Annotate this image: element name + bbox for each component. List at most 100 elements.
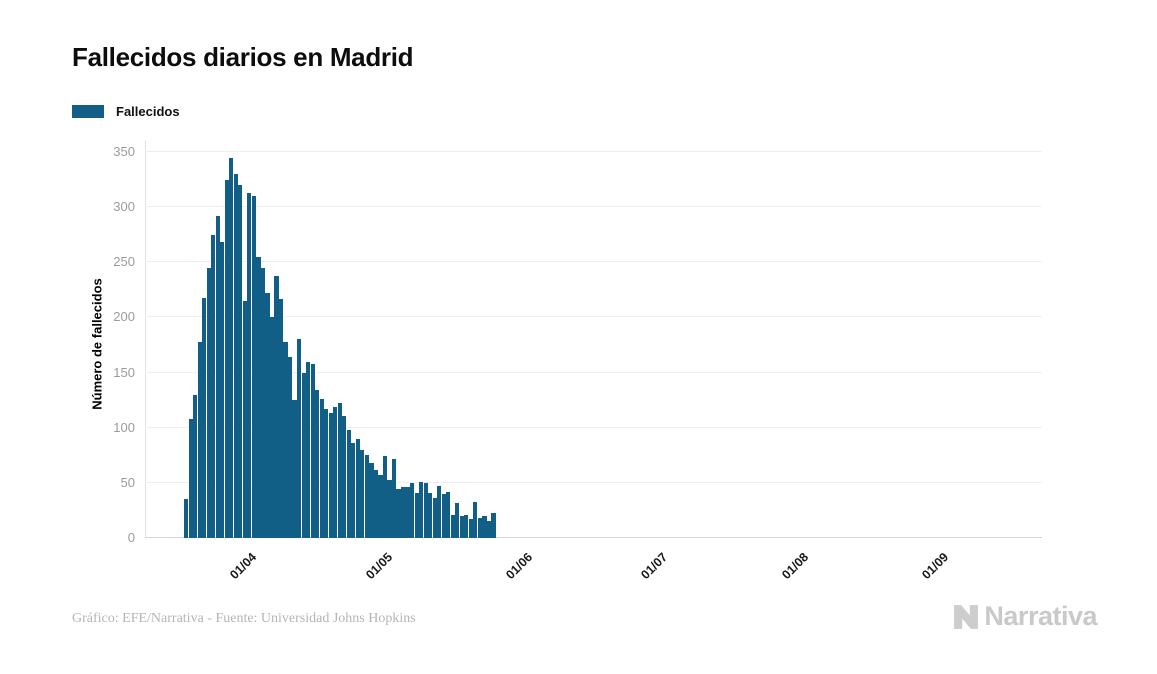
bar[interactable]	[419, 481, 424, 538]
bar[interactable]	[455, 502, 460, 538]
bar[interactable]	[229, 157, 234, 538]
bar[interactable]	[310, 363, 315, 538]
x-tick-label: 01/09	[918, 550, 951, 583]
bar[interactable]	[319, 399, 324, 538]
bar[interactable]	[274, 275, 279, 538]
bar[interactable]	[324, 408, 329, 538]
y-axis-labels: 0 50 100 150 200 250 300 350	[0, 140, 135, 545]
x-tick-label: 01/08	[778, 550, 811, 583]
y-tick-label: 0	[127, 530, 135, 545]
y-tick-label: 300	[113, 199, 135, 215]
bar[interactable]	[211, 234, 216, 538]
bar[interactable]	[405, 487, 410, 538]
bar[interactable]	[193, 394, 198, 538]
y-tick-label: 350	[113, 144, 135, 159]
bar[interactable]	[369, 463, 374, 538]
bar[interactable]	[355, 438, 360, 538]
legend-item-fallecidos[interactable]: Fallecidos	[72, 104, 180, 119]
y-tick-label: 100	[113, 419, 135, 435]
bar[interactable]	[188, 418, 193, 538]
bar[interactable]	[477, 518, 482, 538]
bar[interactable]	[283, 341, 288, 538]
x-tick-label: 01/04	[227, 550, 260, 583]
bar[interactable]	[337, 403, 342, 538]
bar[interactable]	[414, 492, 419, 538]
bar[interactable]	[202, 297, 207, 538]
bar[interactable]	[242, 300, 247, 538]
narrativa-logo: Narrativa	[953, 601, 1097, 632]
bar[interactable]	[400, 487, 406, 538]
bar[interactable]	[247, 192, 252, 538]
bar[interactable]	[265, 293, 270, 538]
bar[interactable]	[486, 521, 492, 538]
bar[interactable]	[278, 298, 284, 538]
bar[interactable]	[251, 196, 256, 538]
x-tick-label: 01/07	[638, 550, 671, 583]
bar[interactable]	[351, 443, 356, 538]
credit-text: Gráfico: EFE/Narrativa - Fuente: Univers…	[72, 611, 416, 626]
gridline	[145, 426, 1042, 428]
bar[interactable]	[373, 469, 379, 538]
bar[interactable]	[423, 482, 428, 538]
x-axis-labels: 01/04 01/05 01/06 01/07 01/08 01/09	[145, 550, 1042, 610]
bar[interactable]	[491, 512, 496, 538]
narrativa-logo-icon	[954, 604, 979, 629]
bar[interactable]	[301, 372, 306, 538]
bar[interactable]	[446, 491, 451, 538]
bar[interactable]	[450, 514, 455, 538]
bar[interactable]	[378, 475, 383, 538]
bar[interactable]	[306, 361, 311, 538]
bar[interactable]	[459, 515, 464, 538]
bar[interactable]	[233, 174, 238, 538]
bar[interactable]	[364, 455, 369, 538]
bar[interactable]	[387, 479, 392, 538]
legend-swatch	[72, 105, 104, 118]
bar[interactable]	[410, 482, 415, 538]
bar[interactable]	[269, 317, 275, 538]
bar[interactable]	[473, 501, 478, 538]
legend-label: Fallecidos	[116, 104, 180, 119]
chart-title: Fallecidos diarios en Madrid	[72, 42, 414, 72]
gridline	[145, 261, 1042, 263]
bar[interactable]	[382, 456, 388, 538]
bar[interactable]	[396, 489, 401, 538]
plot-area	[145, 140, 1042, 538]
bar[interactable]	[315, 390, 320, 538]
bar[interactable]	[432, 498, 437, 538]
x-tick-label: 01/05	[362, 550, 395, 583]
bar[interactable]	[428, 492, 433, 538]
bar[interactable]	[342, 415, 347, 538]
x-tick-label: 01/06	[502, 550, 536, 583]
gridline	[145, 151, 1042, 152]
bar[interactable]	[464, 514, 469, 538]
gridline	[145, 371, 1042, 373]
bar[interactable]	[333, 406, 338, 538]
bar[interactable]	[482, 515, 487, 538]
bar[interactable]	[391, 458, 397, 538]
bar[interactable]	[328, 413, 333, 538]
bar[interactable]	[197, 341, 202, 538]
bar[interactable]	[468, 519, 473, 538]
bar[interactable]	[184, 499, 189, 538]
bar[interactable]	[256, 256, 261, 538]
y-tick-label: 250	[113, 254, 135, 270]
narrativa-logo-text: Narrativa	[984, 601, 1097, 631]
bar[interactable]	[220, 242, 225, 538]
bar[interactable]	[441, 493, 446, 538]
y-tick-label: 50	[120, 474, 135, 490]
bar[interactable]	[292, 400, 297, 538]
bar[interactable]	[437, 486, 442, 538]
y-tick-label: 150	[113, 364, 135, 380]
gridline	[145, 481, 1042, 483]
bar[interactable]	[297, 339, 302, 538]
bar[interactable]	[346, 429, 351, 538]
bar[interactable]	[287, 357, 293, 538]
bar[interactable]	[360, 449, 365, 538]
bar[interactable]	[206, 267, 211, 538]
bar[interactable]	[224, 179, 229, 538]
bar[interactable]	[260, 267, 266, 538]
bar[interactable]	[215, 215, 220, 538]
bar[interactable]	[238, 185, 243, 538]
y-axis-line	[145, 140, 146, 538]
